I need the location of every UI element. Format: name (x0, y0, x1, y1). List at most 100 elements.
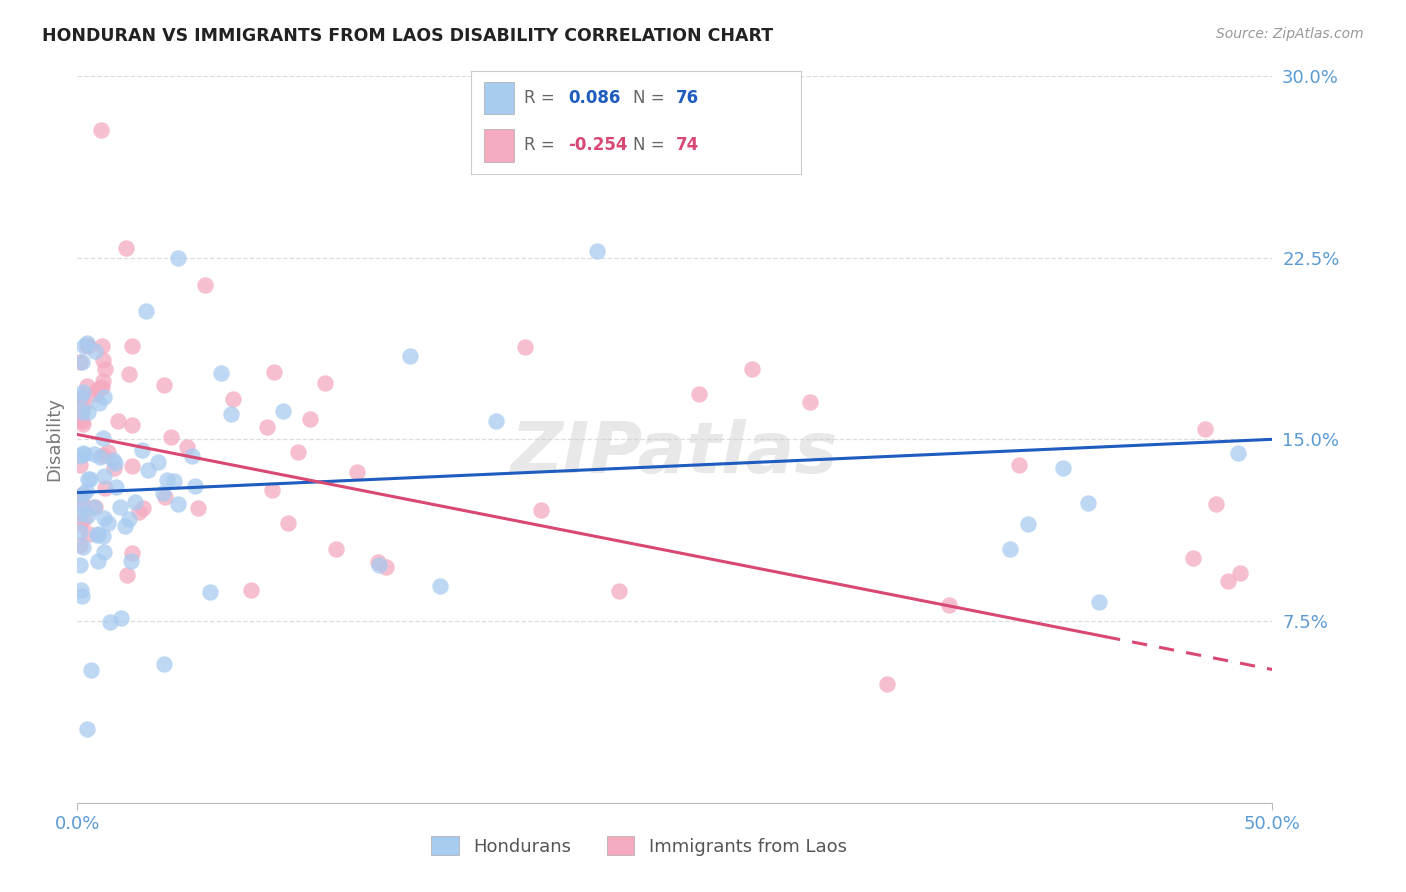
Point (91, 529, 114, 543)
Point (93, 469, 115, 483)
Point (117, 512, 139, 526)
Point (90, 380, 112, 394)
Point (277, 516, 299, 530)
Point (209, 367, 232, 381)
Point (741, 361, 763, 376)
Point (271, 404, 294, 418)
Point (120, 554, 142, 568)
Point (121, 546, 143, 560)
Point (128, 504, 150, 518)
Point (76, 339, 98, 353)
Text: R =: R = (524, 89, 560, 107)
Point (84, 500, 107, 514)
Point (76, 338, 98, 352)
Point (1052, 460, 1074, 475)
Point (69, 390, 91, 404)
Point (152, 378, 174, 392)
Point (72, 487, 94, 501)
Point (104, 456, 127, 470)
Point (121, 339, 143, 353)
Point (108, 500, 131, 515)
Point (93, 390, 115, 404)
Point (607, 583, 630, 598)
Text: -0.254: -0.254 (568, 136, 628, 154)
Point (75, 483, 97, 498)
Text: ZIPatlas: ZIPatlas (512, 419, 838, 488)
Point (72, 417, 94, 431)
Point (1000, 541, 1022, 556)
Point (69, 538, 91, 552)
Point (1007, 458, 1029, 472)
Point (69, 524, 91, 539)
Point (70, 496, 93, 510)
Point (110, 611, 132, 625)
Point (73, 512, 96, 526)
Point (70, 355, 93, 369)
Point (69, 458, 91, 473)
Point (117, 568, 139, 582)
Point (77, 508, 100, 523)
Point (70, 408, 93, 422)
Point (121, 459, 143, 474)
Point (83, 344, 105, 359)
Point (115, 241, 138, 255)
Point (367, 558, 389, 573)
Point (398, 350, 420, 364)
Point (69, 507, 91, 521)
Point (103, 460, 125, 475)
Point (89, 381, 111, 395)
Point (70, 582, 93, 597)
Point (97, 445, 120, 459)
Point (83, 500, 105, 515)
Point (77, 527, 100, 541)
Point (69, 449, 91, 463)
Point (256, 420, 278, 434)
Point (76, 336, 98, 351)
Point (94, 481, 117, 495)
Point (93, 448, 115, 462)
Point (132, 501, 155, 516)
Point (91, 339, 114, 353)
Point (131, 443, 153, 458)
Point (94, 361, 117, 376)
Text: N =: N = (633, 136, 669, 154)
Point (299, 412, 322, 426)
Point (93, 545, 115, 559)
Point (70, 405, 93, 419)
Point (70, 391, 93, 405)
Point (124, 495, 146, 509)
Point (87, 527, 110, 541)
Point (107, 414, 129, 428)
Legend: Hondurans, Immigrants from Laos: Hondurans, Immigrants from Laos (425, 829, 853, 863)
Point (91, 374, 114, 388)
Point (121, 418, 143, 433)
Point (69, 411, 91, 425)
Point (93, 431, 115, 445)
Point (86, 387, 108, 401)
Bar (484, 81, 515, 114)
Point (72, 446, 94, 460)
Point (1077, 496, 1099, 510)
Point (367, 556, 389, 570)
Point (163, 474, 186, 488)
Text: 74: 74 (676, 136, 699, 154)
Point (513, 340, 536, 354)
Point (91, 352, 114, 367)
Point (160, 430, 183, 444)
Point (76, 722, 98, 736)
Point (69, 558, 91, 572)
Point (221, 407, 243, 421)
Point (688, 386, 710, 401)
Point (1229, 566, 1251, 581)
Point (100, 615, 122, 629)
Point (152, 657, 174, 671)
Point (80, 664, 103, 678)
Point (152, 485, 174, 500)
Point (260, 483, 283, 497)
Point (239, 583, 262, 598)
Point (194, 277, 217, 292)
Point (938, 598, 960, 612)
Point (184, 479, 207, 493)
Point (83, 446, 105, 460)
Point (86, 528, 108, 542)
